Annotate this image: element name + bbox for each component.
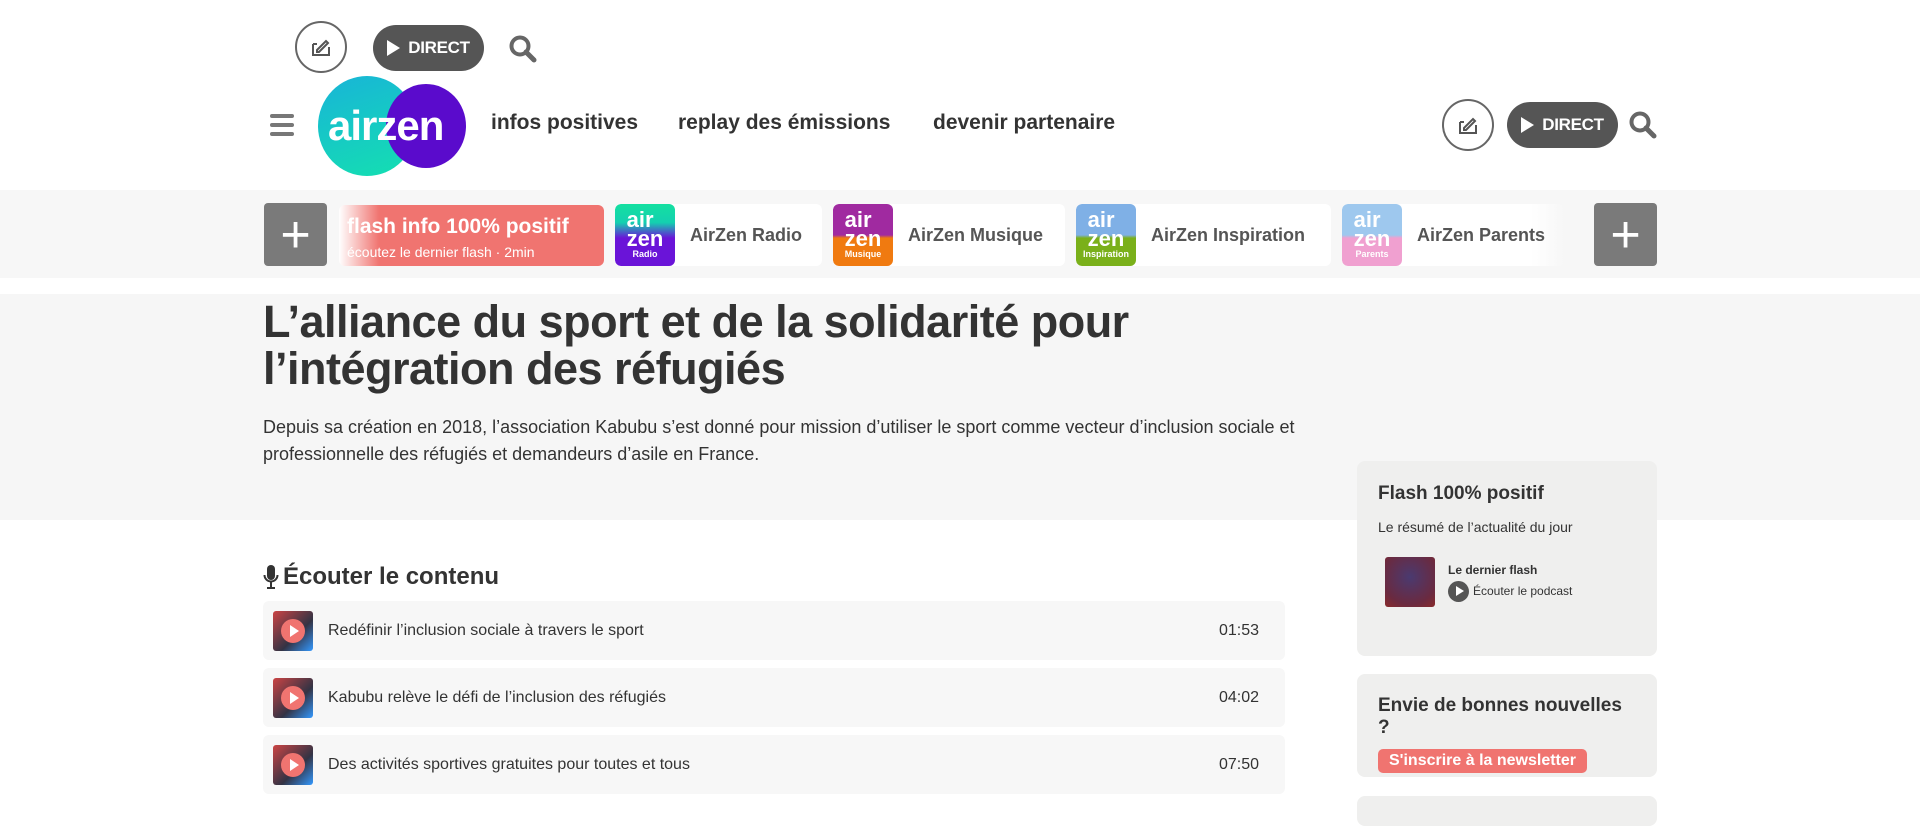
thumbnail: [273, 610, 313, 651]
play-icon[interactable]: [281, 618, 305, 643]
play-icon[interactable]: [281, 752, 305, 777]
nav-partenaire[interactable]: devenir partenaire: [933, 111, 1116, 134]
channel-icon: air zen Musique: [833, 204, 893, 266]
list-item[interactable]: Des activités sportives gratuites pour t…: [263, 735, 1285, 794]
mail-edit-icon: [312, 39, 330, 56]
flash-widget: Flash 100% positif Le résumé de l’actual…: [1357, 461, 1657, 656]
play-icon: [1521, 117, 1535, 133]
newsletter-button[interactable]: [1442, 99, 1494, 151]
newsletter-widget: Envie de bonnes nouvelles ? S'inscrire à…: [1357, 674, 1657, 777]
channel-airzen-parents[interactable]: air zen Parents AirZen Parents: [1342, 204, 1564, 266]
channel-airzen-inspiration[interactable]: air zen Inspiration AirZen Inspiration: [1076, 204, 1331, 266]
direct-button[interactable]: DIRECT: [373, 25, 484, 71]
flash-info-card[interactable]: flash info 100% positif écoutez le derni…: [339, 205, 604, 266]
search-icon[interactable]: [1628, 110, 1658, 140]
channel-airzen-radio[interactable]: air zen Radio AirZen Radio: [615, 204, 822, 266]
thumbnail: [273, 744, 313, 785]
newsletter-button[interactable]: [295, 21, 347, 73]
play-icon: [387, 40, 401, 56]
article-description: Depuis sa création en 2018, l’associatio…: [263, 417, 1295, 464]
podcast-cover: [1385, 557, 1435, 607]
list-item[interactable]: Kabubu relève le défi de l’inclusion des…: [263, 668, 1285, 727]
channel-icon: air zen Parents: [1342, 204, 1402, 266]
page-title: L’alliance du sport et de la solidarité …: [263, 296, 1129, 394]
thumbnail: [273, 677, 313, 718]
channel-icon: air zen Radio: [615, 204, 675, 266]
play-icon[interactable]: [1448, 580, 1469, 602]
podcast-link[interactable]: Le dernier flash Écouter le podcast: [1385, 557, 1636, 607]
airzen-logo[interactable]: airzen: [318, 76, 468, 176]
newsletter-subscribe-button[interactable]: S'inscrire à la newsletter: [1378, 749, 1588, 773]
list-item[interactable]: Redéfinir l’inclusion sociale à travers …: [263, 601, 1285, 660]
listen-heading: Écouter le contenu: [263, 563, 499, 591]
direct-button[interactable]: DIRECT: [1507, 102, 1618, 148]
search-icon[interactable]: [508, 34, 538, 64]
scroll-right-button[interactable]: +: [1594, 203, 1657, 266]
sidebar-widget: [1357, 796, 1657, 826]
channel-icon: air zen Inspiration: [1076, 204, 1136, 266]
menu-icon[interactable]: [270, 114, 294, 136]
nav-infos-positives[interactable]: infos positives: [491, 111, 639, 134]
nav-replay[interactable]: replay des émissions: [678, 111, 891, 134]
channel-airzen-musique[interactable]: air zen Musique AirZen Musique: [833, 204, 1065, 266]
play-icon[interactable]: [281, 685, 305, 710]
scroll-left-button[interactable]: +: [264, 203, 327, 266]
mail-edit-icon: [1459, 117, 1477, 134]
microphone-icon: [263, 565, 279, 589]
